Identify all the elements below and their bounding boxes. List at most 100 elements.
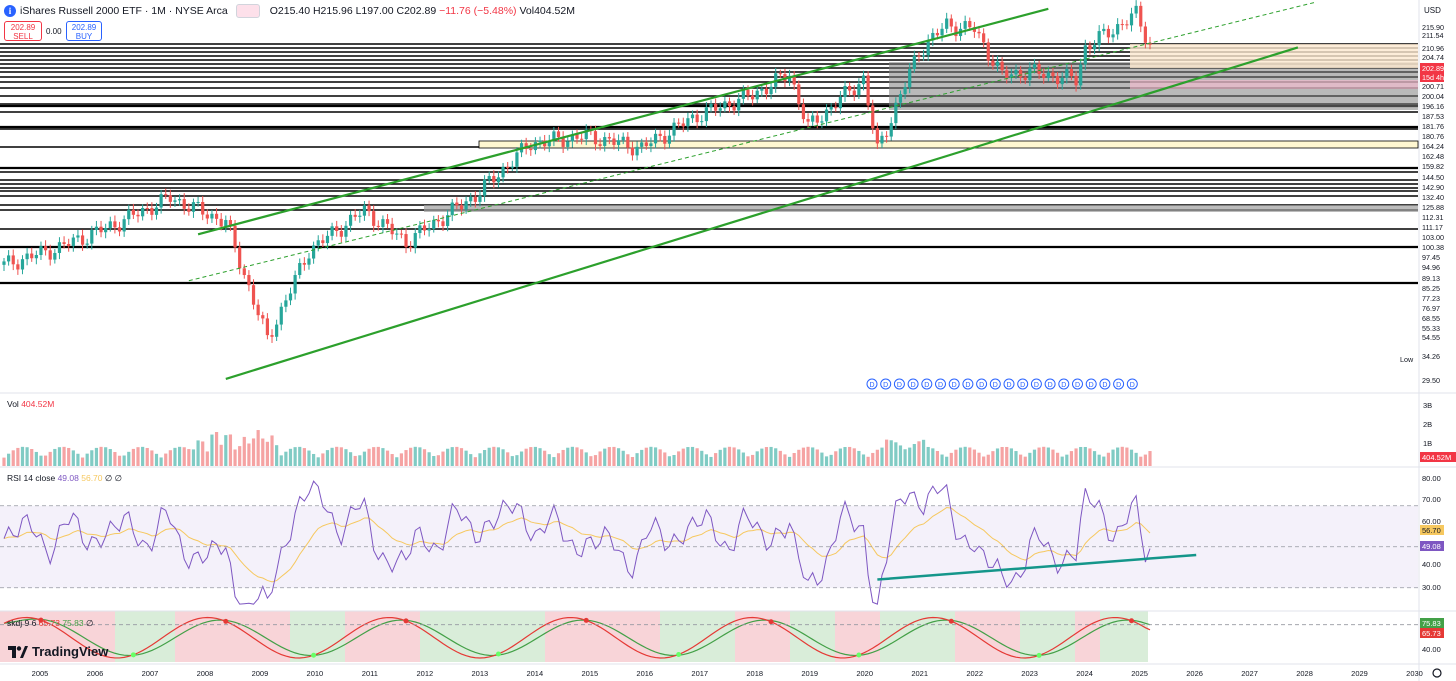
volume-legend-value: 404.52M — [21, 399, 55, 409]
volume-bar — [709, 456, 713, 466]
candle-body — [700, 121, 704, 123]
candle-body — [455, 202, 459, 206]
price-axis-tick: 187.53 — [1422, 112, 1444, 121]
candle-body — [321, 240, 325, 244]
candle-body — [39, 246, 43, 256]
time-axis-tick: 2027 — [1241, 669, 1258, 678]
dividend-marker-label: D — [1020, 382, 1025, 389]
rsi-axis-last: 49.08 — [1422, 542, 1441, 551]
volume-bar — [783, 454, 787, 466]
skdj-cross-dot — [856, 652, 862, 658]
candle-body — [640, 142, 644, 147]
volume-legend: Vol 404.52M — [7, 399, 54, 409]
candle-body — [409, 246, 413, 248]
ohlc-high: H215.96 — [312, 5, 353, 17]
volume-bar — [797, 449, 801, 466]
volume-bar — [34, 451, 38, 466]
time-axis-tick: 2022 — [966, 669, 983, 678]
volume-bar — [917, 441, 921, 466]
tradingview-logo[interactable]: TradingView — [8, 644, 108, 659]
volume-bar — [834, 451, 838, 466]
volume-bar — [2, 457, 6, 466]
price-axis-tick: 125.88 — [1422, 203, 1444, 212]
candle-body — [917, 55, 921, 57]
volume-bar — [159, 457, 163, 466]
volume-bar — [261, 438, 265, 466]
sell-price: 202.89 — [10, 23, 36, 32]
currency-label[interactable]: USD — [1424, 6, 1441, 15]
volume-bar — [228, 434, 233, 466]
dividend-marker-label: D — [979, 382, 984, 389]
visibility-toggle-icon[interactable] — [235, 4, 260, 18]
candle-body — [750, 95, 755, 100]
volume-bar — [1051, 449, 1055, 466]
candle-body — [496, 177, 501, 183]
skdj-cross-dot — [948, 618, 954, 624]
time-axis-tick: 2006 — [87, 669, 104, 678]
candle-body — [214, 213, 219, 219]
volume-bar — [30, 448, 34, 466]
candle-body — [769, 86, 773, 95]
volume-bars — [2, 430, 1152, 466]
candle-body — [1116, 24, 1120, 35]
symbol-title[interactable]: iShares Russell 2000 ETF · 1M · NYSE Arc… — [20, 5, 228, 17]
volume-bar — [441, 451, 445, 466]
volume-bar — [1046, 447, 1050, 466]
candle-body — [469, 196, 473, 202]
volume-bar — [815, 449, 819, 466]
price-axis-tick: 162.48 — [1422, 152, 1444, 161]
volume-bar — [667, 456, 672, 466]
volume-axis-tick: 3B — [1423, 401, 1432, 410]
candle-body — [441, 221, 445, 227]
candle-body — [1014, 69, 1018, 75]
volume-bar — [53, 448, 57, 466]
buy-button[interactable]: 202.89 BUY — [66, 21, 102, 41]
candle-body — [399, 233, 404, 235]
volume-bar — [385, 450, 390, 466]
volume-bar — [852, 448, 856, 466]
candle-body — [1074, 75, 1078, 86]
dividend-marker-label: D — [938, 382, 943, 389]
candle-body — [852, 90, 856, 96]
candle-body — [1065, 69, 1069, 78]
volume-bar — [482, 449, 487, 466]
rsi-axis-tick: 70.00 — [1422, 495, 1441, 504]
volume-bar — [316, 457, 320, 466]
settings-gear-icon[interactable] — [1432, 668, 1442, 678]
time-axis-tick: 2016 — [636, 669, 653, 678]
volume-bar — [293, 447, 297, 466]
volume-bar — [598, 451, 602, 466]
candle-body — [436, 219, 440, 222]
time-axis-tick: 2026 — [1186, 669, 1203, 678]
sell-button[interactable]: 202.89 SELL — [4, 21, 42, 41]
candle-body — [1106, 28, 1111, 38]
candle-body — [880, 135, 884, 144]
buy-price: 202.89 — [71, 23, 97, 32]
volume-bar — [1042, 446, 1046, 466]
candle-body — [1092, 45, 1097, 50]
rsi-legend-value: 49.08 — [57, 473, 79, 483]
volume-bar — [931, 448, 935, 466]
candle-body — [875, 128, 879, 144]
volume-bar — [1143, 454, 1147, 466]
time-axis-tick: 2009 — [252, 669, 269, 678]
candle-body — [677, 122, 681, 124]
candle-body — [787, 75, 792, 82]
skdj-d-line — [3, 618, 1151, 657]
volume-bar — [838, 448, 842, 466]
volume-bar — [288, 448, 293, 466]
sell-label: SELL — [13, 32, 33, 41]
volume-bar — [792, 453, 796, 466]
volume-bar — [584, 452, 588, 466]
price-axis-tick: 210.96 — [1422, 44, 1444, 53]
volume-bar — [774, 448, 778, 466]
candle-body — [293, 275, 297, 294]
ohlc-open: O215.40 — [269, 5, 311, 17]
volume-bar — [487, 447, 491, 466]
skdj-zone — [955, 611, 1020, 662]
candle-body — [686, 118, 690, 127]
rsi-axis-tick: 60.00 — [1422, 517, 1441, 526]
volume-bar — [358, 455, 362, 466]
candle-body — [811, 115, 815, 122]
